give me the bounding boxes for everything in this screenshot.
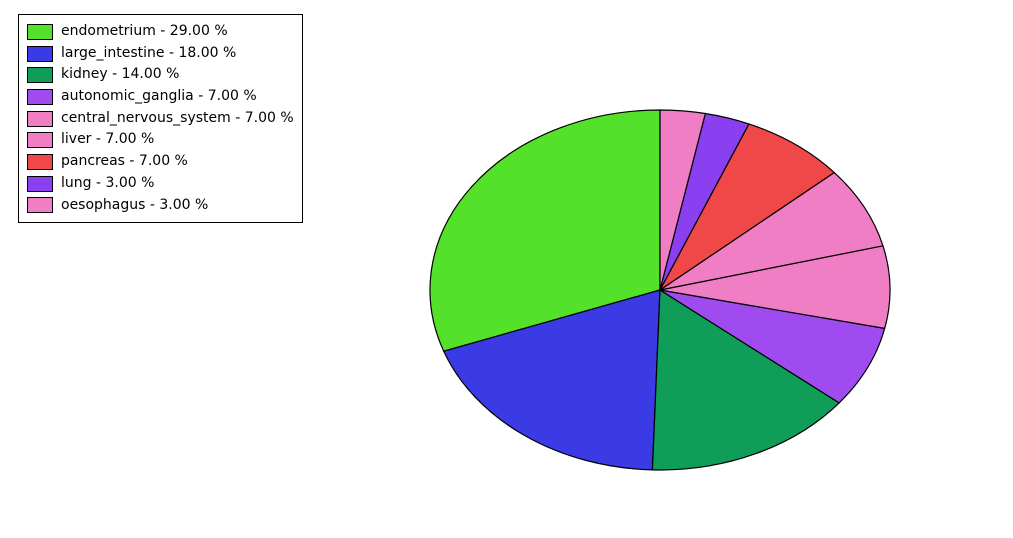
legend-item: large_intestine - 18.00 % <box>27 43 294 65</box>
legend-item: liver - 7.00 % <box>27 129 294 151</box>
legend-label: central_nervous_system - 7.00 % <box>61 108 294 130</box>
chart-canvas: { "pie_chart": { "type": "pie", "backgro… <box>0 0 1013 538</box>
legend-label: large_intestine - 18.00 % <box>61 43 236 65</box>
legend-item: central_nervous_system - 7.00 % <box>27 108 294 130</box>
legend-item: autonomic_ganglia - 7.00 % <box>27 86 294 108</box>
legend-label: pancreas - 7.00 % <box>61 151 188 173</box>
legend-label: lung - 3.00 % <box>61 173 154 195</box>
legend-swatch <box>27 132 53 148</box>
legend-swatch <box>27 154 53 170</box>
legend-label: autonomic_ganglia - 7.00 % <box>61 86 257 108</box>
legend-label: oesophagus - 3.00 % <box>61 195 208 217</box>
legend-item: lung - 3.00 % <box>27 173 294 195</box>
legend-label: liver - 7.00 % <box>61 129 154 151</box>
legend-swatch <box>27 89 53 105</box>
legend-swatch <box>27 67 53 83</box>
legend-swatch <box>27 176 53 192</box>
legend-item: kidney - 14.00 % <box>27 64 294 86</box>
legend-item: oesophagus - 3.00 % <box>27 195 294 217</box>
pie-svg <box>428 108 892 472</box>
legend-item: pancreas - 7.00 % <box>27 151 294 173</box>
legend-label: kidney - 14.00 % <box>61 64 179 86</box>
legend-label: endometrium - 29.00 % <box>61 21 228 43</box>
legend: endometrium - 29.00 %large_intestine - 1… <box>18 14 303 223</box>
legend-swatch <box>27 24 53 40</box>
legend-item: endometrium - 29.00 % <box>27 21 294 43</box>
legend-swatch <box>27 111 53 127</box>
legend-swatch <box>27 46 53 62</box>
legend-swatch <box>27 197 53 213</box>
pie-chart <box>428 108 892 472</box>
